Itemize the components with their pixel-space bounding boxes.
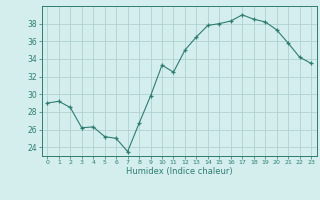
X-axis label: Humidex (Indice chaleur): Humidex (Indice chaleur): [126, 167, 233, 176]
